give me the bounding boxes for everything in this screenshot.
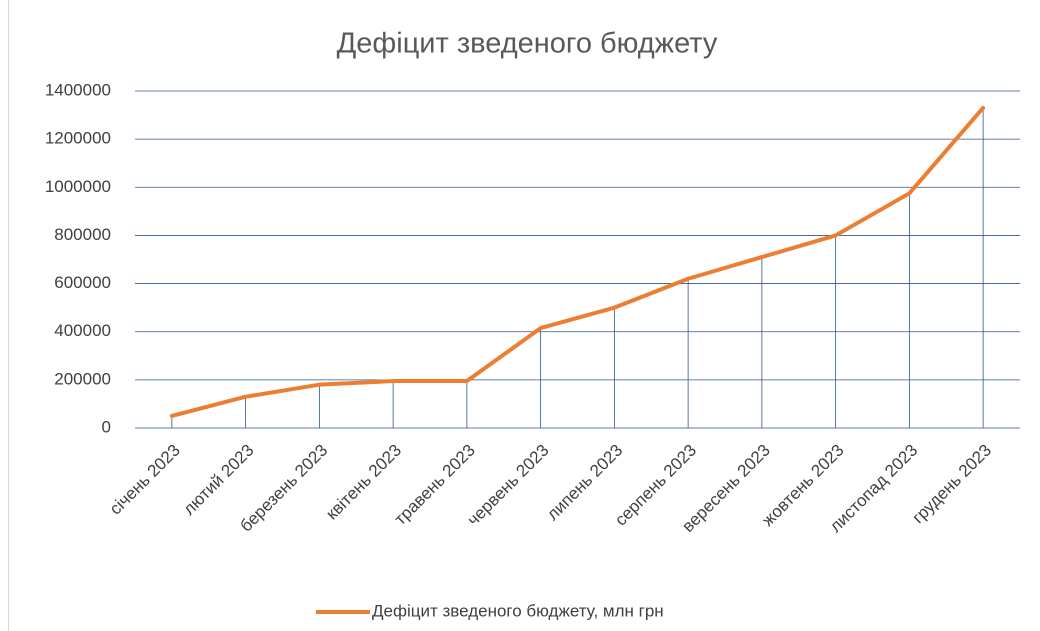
x-tick-label: грудень 2023 — [908, 441, 995, 528]
y-tick-label: 1400000 — [45, 80, 111, 99]
series-line — [169, 105, 986, 418]
x-tick-label: лютий 2023 — [179, 441, 257, 519]
x-tick-label: січень 2023 — [106, 441, 184, 519]
y-tick-label: 800000 — [54, 225, 111, 244]
y-tick-label: 200000 — [54, 369, 111, 388]
legend-label: Дефіцит зведеного бюджету, млн грн — [372, 601, 664, 620]
y-tick-label: 1000000 — [45, 177, 111, 196]
y-tick-label: 600000 — [54, 273, 111, 292]
x-tick-label: липень 2023 — [543, 441, 626, 524]
chart-title: Дефіцит зведеного бюджету — [337, 28, 718, 60]
y-tick-label: 0 — [102, 417, 111, 436]
y-tick-label: 400000 — [54, 321, 111, 340]
y-tick-label: 1200000 — [45, 129, 111, 148]
x-tick-label: квітень 2023 — [322, 441, 405, 524]
